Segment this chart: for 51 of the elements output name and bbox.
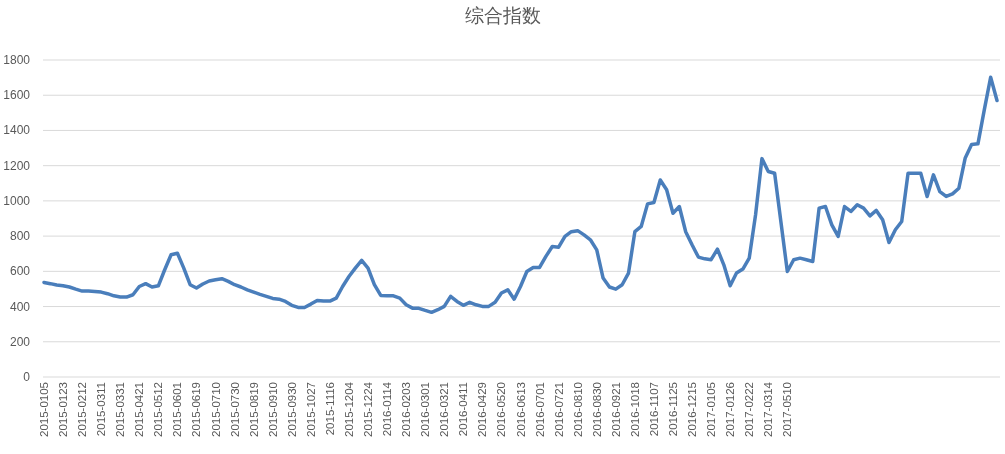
x-tick-label: 2016-0411 bbox=[457, 382, 470, 437]
x-tick-label: 2015-0619 bbox=[190, 382, 203, 437]
x-tick-label: 2015-0710 bbox=[209, 382, 222, 437]
x-tick-label: 2016-0301 bbox=[419, 382, 432, 437]
x-tick-label: 2015-0421 bbox=[133, 382, 146, 437]
x-tick-label: 2015-1116 bbox=[323, 382, 336, 436]
x-tick-label: 2015-0105 bbox=[38, 382, 50, 437]
x-tick-label: 2015-0730 bbox=[228, 382, 241, 437]
x-tick-label: 2016-1125 bbox=[666, 382, 679, 437]
x-tick-label: 2017-0314 bbox=[762, 381, 775, 437]
y-tick-label: 800 bbox=[9, 229, 31, 244]
x-tick-label: 2015-0331 bbox=[114, 382, 127, 437]
x-tick-label: 2015-0212 bbox=[76, 382, 89, 437]
x-tick-label: 2016-0921 bbox=[609, 382, 622, 437]
x-tick-label: 2016-0520 bbox=[495, 382, 508, 437]
y-tick-label: 600 bbox=[9, 264, 31, 279]
y-tick-label: 0 bbox=[23, 370, 31, 384]
x-tick-label: 2015-0512 bbox=[152, 382, 165, 437]
x-tick-label: 2015-0311 bbox=[95, 382, 108, 437]
x-tick-label: 2017-0105 bbox=[705, 382, 718, 437]
x-tick-label: 2016-0321 bbox=[438, 382, 451, 437]
x-tick-label: 2016-0429 bbox=[476, 382, 489, 437]
x-tick-label: 2017-0126 bbox=[724, 382, 737, 437]
x-tick-label: 2016-0114 bbox=[381, 381, 394, 437]
x-tick-label: 2015-0601 bbox=[171, 382, 184, 437]
x-tick-label: 2016-0701 bbox=[533, 382, 546, 437]
x-tick-label: 2015-0819 bbox=[247, 382, 260, 437]
y-tick-label: 1000 bbox=[3, 193, 31, 208]
x-tick-label: 2015-0123 bbox=[57, 382, 70, 437]
x-tick-label: 2016-0721 bbox=[552, 382, 565, 437]
x-tick-label: 2016-0830 bbox=[590, 382, 603, 437]
x-tick-label: 2016-1018 bbox=[628, 382, 641, 437]
x-tick-label: 2016-0613 bbox=[514, 382, 527, 437]
x-tick-label: 2015-1204 bbox=[342, 381, 355, 437]
x-tick-label: 2017-0510 bbox=[781, 382, 794, 437]
x-tick-label: 2016-0810 bbox=[571, 382, 584, 437]
x-tick-label: 2015-1224 bbox=[362, 381, 375, 437]
y-tick-label: 1400 bbox=[3, 123, 31, 138]
x-tick-label: 2016-0203 bbox=[400, 382, 413, 437]
y-tick-label: 1200 bbox=[3, 158, 31, 173]
x-tick-label: 2015-0930 bbox=[285, 382, 298, 437]
y-tick-label: 1600 bbox=[3, 88, 31, 103]
chart-title: 综合指数 bbox=[464, 5, 541, 26]
y-tick-label: 1800 bbox=[3, 53, 31, 67]
x-tick-label: 2017-0222 bbox=[743, 382, 756, 437]
y-tick-label: 200 bbox=[9, 334, 31, 349]
x-tick-label: 2015-0910 bbox=[266, 382, 279, 437]
y-tick-label: 400 bbox=[9, 299, 31, 314]
x-tick-label: 2016-1107 bbox=[647, 382, 660, 437]
x-tick-label: 2015-1027 bbox=[304, 382, 317, 437]
x-tick-label: 2016-1215 bbox=[686, 382, 699, 437]
